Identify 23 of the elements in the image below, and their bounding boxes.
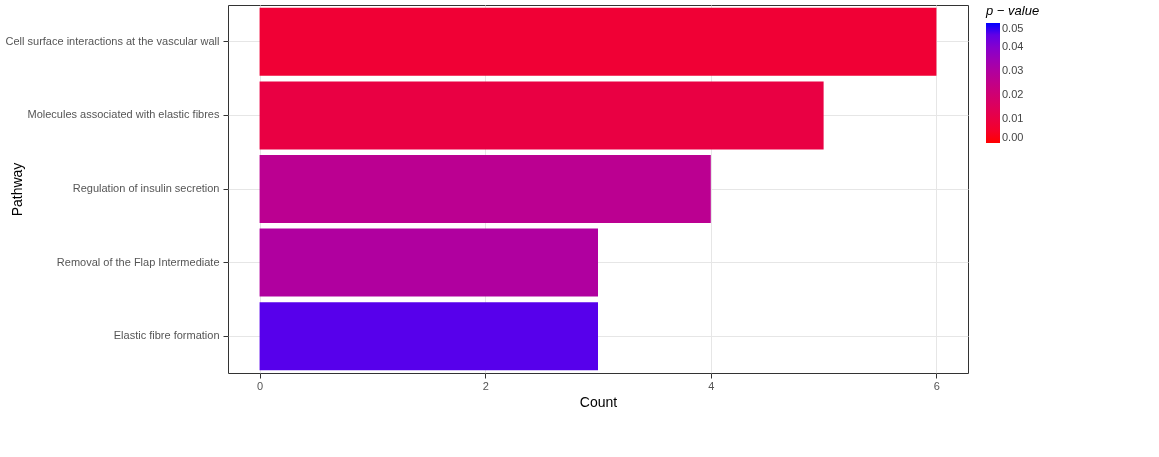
color-bar-label: 0.04 xyxy=(1002,40,1024,52)
x-tick-label: 0 xyxy=(257,379,264,392)
legend-title: p − value xyxy=(985,3,1040,18)
x-tick-label: 6 xyxy=(933,379,940,392)
x-axis-title: Count xyxy=(579,393,618,410)
x-tick-label: 4 xyxy=(708,379,715,392)
color-bar-label: 0.01 xyxy=(1002,112,1024,124)
x-tick-label: 2 xyxy=(482,379,489,392)
color-bar-label: 0.05 xyxy=(1002,22,1024,34)
bar xyxy=(259,228,598,297)
y-tick-label: Elastic fibre formation xyxy=(113,329,220,342)
y-tick-label: Molecules associated with elastic fibres xyxy=(27,108,220,121)
y-tick-label: Regulation of insulin secretion xyxy=(72,182,220,194)
bar xyxy=(259,81,824,150)
color-bar-label: 0.03 xyxy=(1002,64,1024,76)
bar xyxy=(259,7,937,76)
bar xyxy=(259,302,598,371)
y-tick-label: Cell surface interactions at the vascular wall xyxy=(5,34,220,47)
y-tick-label: Removal of the Flap Intermediate xyxy=(56,255,220,268)
color-bar-label: 0.00 xyxy=(1002,131,1024,143)
color-bar-label: 0.02 xyxy=(1002,88,1024,100)
y-axis-title: Pathway xyxy=(8,162,25,217)
bar xyxy=(259,155,711,223)
